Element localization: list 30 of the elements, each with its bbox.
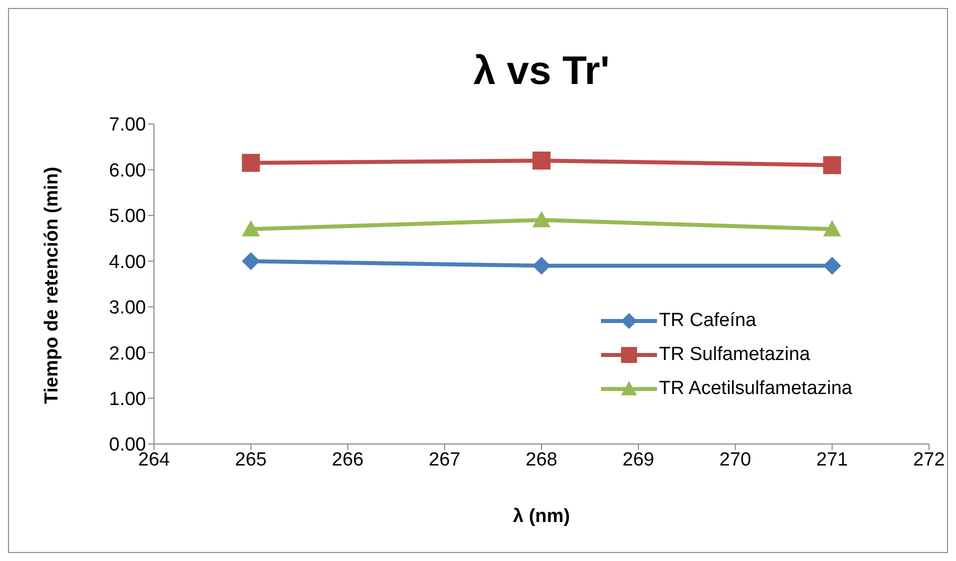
legend-label: TR Acetilsulfametazina (659, 378, 852, 400)
y-axis-title: Tiempo de retención (min) (42, 166, 63, 404)
chart-title: λ vs Tr' (472, 49, 611, 94)
y-tick-label: 5.00 (109, 206, 146, 228)
x-tick-label: 267 (428, 449, 460, 470)
point (823, 256, 842, 275)
legend-label: TR Cafeína (659, 310, 756, 332)
x-tick-label: 266 (332, 449, 364, 470)
x-tick-label: 265 (235, 449, 267, 470)
y-tick-label: 3.00 (109, 298, 146, 319)
x-tick-label: 272 (913, 449, 945, 470)
x-tick-label: 271 (816, 449, 848, 470)
y-tick-label: 1.00 (109, 389, 146, 410)
point (242, 154, 260, 172)
point (532, 256, 550, 275)
point (532, 211, 550, 228)
y-tick-label: 6.00 (109, 160, 146, 182)
point (823, 156, 842, 174)
point (242, 252, 260, 270)
point (823, 220, 842, 236)
x-axis-title: λ (nm) (513, 506, 570, 527)
point (532, 152, 550, 170)
x-tick-label: 268 (526, 449, 558, 470)
y-tick-label: 7.00 (109, 114, 146, 136)
y-tick-label: 4.00 (109, 252, 146, 273)
point (242, 220, 260, 236)
y-tick-label: 2.00 (109, 343, 146, 364)
x-tick-label: 269 (622, 449, 654, 470)
x-tick-label: 270 (719, 449, 752, 470)
legend-label: TR Sulfametazina (659, 344, 810, 366)
